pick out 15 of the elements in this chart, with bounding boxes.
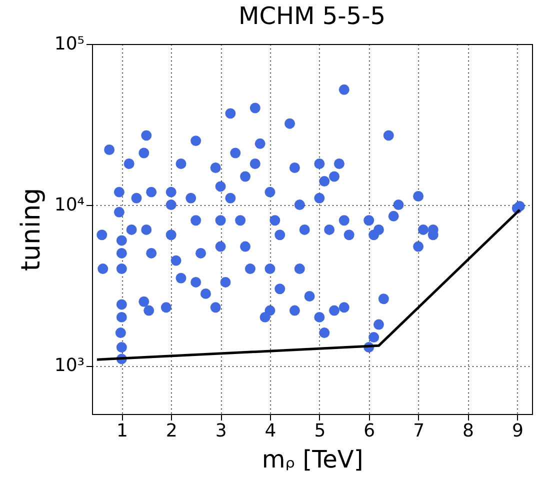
x-tick-label: 9 [512,420,524,442]
y-axis-title: tuning [16,188,46,272]
x-tick-label: 3 [215,420,227,442]
x-tick-label: 7 [413,420,425,442]
x-tick-label: 4 [264,420,276,442]
x-tick-label: 1 [116,420,128,442]
y-tick-label: 10⁵ [54,34,84,54]
y-tick-label: 10³ [54,355,84,376]
x-axis-title: mᵨ [TeV] [262,446,364,474]
chart-title: MCHM 5-5-5 [238,2,386,30]
y-tick-label: 10⁴ [54,194,84,216]
x-tick-label: 2 [166,420,178,442]
x-tick-label: 8 [462,420,474,442]
x-tick-label: 5 [314,420,326,442]
x-tick-label: 6 [364,420,376,442]
